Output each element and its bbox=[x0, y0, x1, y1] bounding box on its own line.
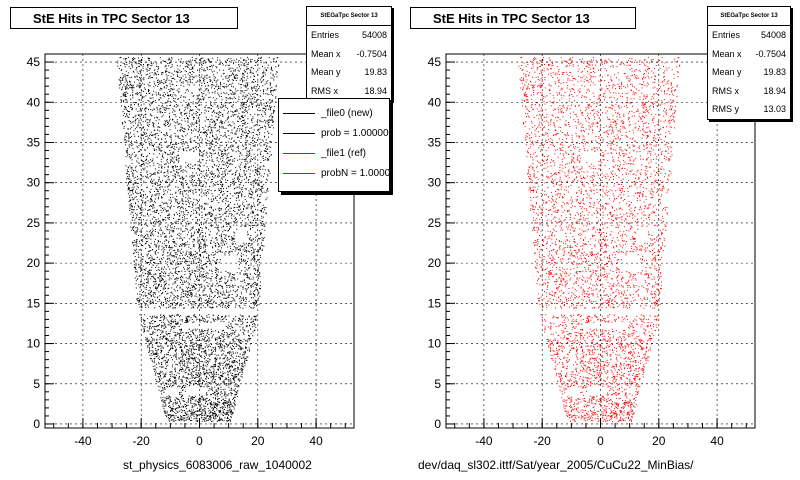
legend-label: _file0 (new) bbox=[321, 107, 373, 119]
right-stats-label: Entries bbox=[712, 30, 741, 40]
right-stats-row: RMS y 13.03 bbox=[708, 100, 790, 119]
left-stats-row: Mean x -0.7504 bbox=[307, 45, 391, 64]
left-y-tick-label: 20 bbox=[27, 256, 41, 270]
legend-swatch bbox=[283, 172, 315, 174]
legend-entry: probN = 1.000000 bbox=[279, 163, 389, 183]
legend-swatch bbox=[283, 152, 315, 154]
left-stats-label: Mean y bbox=[311, 67, 341, 77]
right-y-tick-label: 25 bbox=[428, 216, 442, 230]
right-x-tick-label: 0 bbox=[597, 434, 604, 448]
left-stats-row: Entries 54008 bbox=[307, 26, 391, 45]
right-y-tick-label: 20 bbox=[428, 256, 442, 270]
right-x-tick-label: -20 bbox=[534, 434, 552, 448]
right-stats-row: Mean x -0.7504 bbox=[708, 45, 790, 64]
left-x-tick-label: 40 bbox=[309, 434, 323, 448]
comparison-legend: _file0 (new) prob = 1.000000 _file1 (ref… bbox=[278, 98, 390, 192]
left-y-tick-label: 25 bbox=[27, 216, 41, 230]
right-y-tick-label: 30 bbox=[428, 176, 442, 190]
legend-swatch bbox=[283, 132, 315, 134]
right-stats-title: StEGaTpc Sector 13 bbox=[708, 7, 790, 26]
right-y-tick-label: 15 bbox=[428, 296, 442, 310]
left-stats-label: Mean x bbox=[311, 48, 341, 59]
right-stats-label: RMS x bbox=[712, 85, 739, 96]
left-x-tick-label: -40 bbox=[74, 434, 92, 448]
left-stats-value: 54008 bbox=[361, 30, 387, 40]
left-stats-label: Entries bbox=[311, 30, 340, 40]
right-stats-label: Mean x bbox=[712, 48, 742, 59]
left-x-tick-label: 20 bbox=[251, 434, 265, 448]
legend-label: _file1 (ref) bbox=[321, 147, 367, 159]
right-y-tick-label: 0 bbox=[434, 417, 441, 431]
right-stats-box: StEGaTpc Sector 13 Entries 54008 Mean x … bbox=[707, 6, 791, 120]
left-y-tick-label: 15 bbox=[27, 296, 41, 310]
right-stats-value: 19.83 bbox=[763, 67, 786, 77]
right-y-tick-label: 35 bbox=[428, 135, 442, 149]
right-stats-label: RMS y bbox=[712, 104, 739, 114]
left-stats-value: -0.7504 bbox=[356, 48, 387, 59]
right-stats-value: -0.7504 bbox=[755, 48, 786, 59]
right-stats-value: 13.03 bbox=[763, 104, 786, 114]
left-stats-value: 19.83 bbox=[364, 67, 387, 77]
left-y-tick-label: 5 bbox=[33, 377, 40, 391]
right-plot-title: StE Hits in TPC Sector 13 bbox=[410, 7, 636, 29]
left-x-tick-label: 0 bbox=[196, 434, 203, 448]
legend-swatch bbox=[283, 112, 315, 114]
left-stats-label: RMS x bbox=[311, 85, 338, 96]
left-x-axis-label: st_physics_6083006_raw_1040002 bbox=[123, 458, 312, 472]
left-stats-box: StEGaTpc Sector 13 Entries 54008 Mean x … bbox=[306, 6, 392, 101]
left-y-tick-label: 40 bbox=[27, 95, 41, 109]
right-y-tick-label: 40 bbox=[428, 95, 442, 109]
right-stats-row: RMS x 18.94 bbox=[708, 82, 790, 101]
right-plot-area: -40 -20 0 20 40 0 5 10 15 20 25 30 35 40 45 bbox=[428, 53, 756, 448]
right-y-tick-label: 5 bbox=[434, 377, 441, 391]
right-x-tick-label: 20 bbox=[652, 434, 666, 448]
legend-entry: _file0 (new) bbox=[279, 103, 389, 123]
right-stats-label: Mean y bbox=[712, 67, 742, 77]
legend-label: probN = 1.000000 bbox=[321, 167, 390, 179]
left-y-tick-label: 30 bbox=[27, 176, 41, 190]
left-y-tick-label: 10 bbox=[27, 337, 41, 351]
left-plot-title: StE Hits in TPC Sector 13 bbox=[10, 7, 238, 29]
left-stats-title: StEGaTpc Sector 13 bbox=[307, 7, 391, 26]
left-x-tick-label: -20 bbox=[133, 434, 151, 448]
right-frame-border bbox=[445, 53, 756, 429]
right-stats-value: 54008 bbox=[760, 30, 786, 40]
left-y-tick-label: 0 bbox=[33, 417, 40, 431]
right-x-axis-label: dev/daq_sl302.ittf/Sat/year_2005/CuCu22_… bbox=[418, 458, 694, 472]
legend-label: prob = 1.000000 bbox=[321, 127, 390, 139]
right-stats-row: Entries 54008 bbox=[708, 26, 790, 45]
right-hit-points bbox=[518, 56, 681, 423]
left-stats-row: Mean y 19.83 bbox=[307, 63, 391, 82]
right-stats-row: Mean y 19.83 bbox=[708, 63, 790, 82]
left-stats-row: RMS x 18.94 bbox=[307, 82, 391, 101]
right-x-tick-label: -40 bbox=[475, 434, 493, 448]
legend-entry: _file1 (ref) bbox=[279, 143, 389, 163]
right-stats-value: 18.94 bbox=[763, 85, 786, 96]
left-frame-border bbox=[44, 53, 355, 429]
left-y-tick-label: 35 bbox=[27, 135, 41, 149]
left-y-tick-label: 45 bbox=[27, 55, 41, 69]
right-x-tick-label: 40 bbox=[710, 434, 724, 448]
left-stats-value: 18.94 bbox=[364, 85, 387, 96]
right-y-tick-label: 10 bbox=[428, 337, 442, 351]
right-y-tick-label: 45 bbox=[428, 55, 442, 69]
legend-entry: prob = 1.000000 bbox=[279, 123, 389, 143]
left-hit-points bbox=[117, 56, 280, 423]
